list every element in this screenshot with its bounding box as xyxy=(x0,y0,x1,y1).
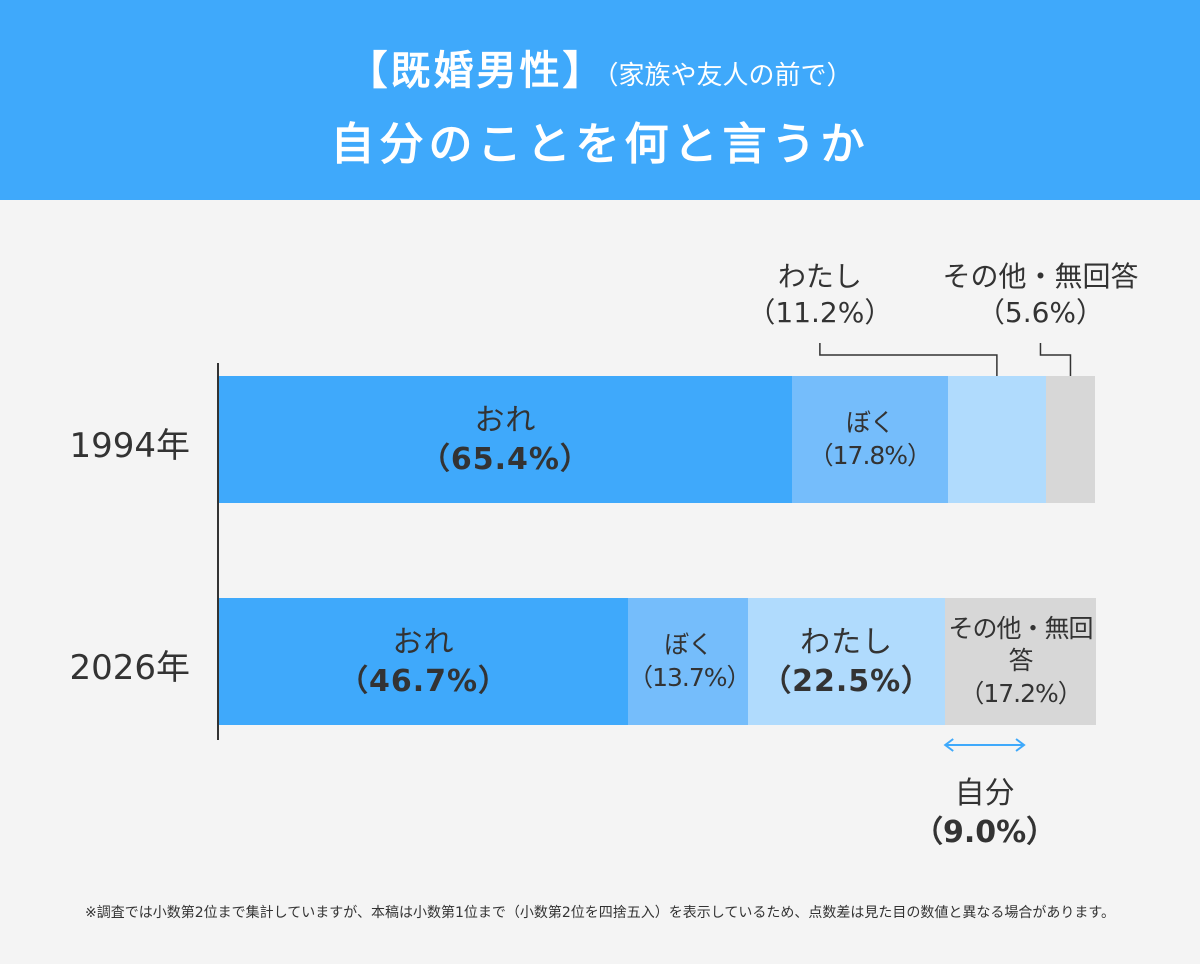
series-name: ぼく xyxy=(664,630,713,659)
leader-line xyxy=(1039,343,1072,376)
bar-segment xyxy=(947,376,1046,503)
segment-label: その他・無回答 （17.2%） xyxy=(945,598,1096,725)
annotation-value: （9.0%） xyxy=(913,815,1057,850)
annotation: 自分 （9.0%） xyxy=(885,768,1085,858)
series-name: わたし xyxy=(800,624,894,660)
segment-label: わたし （11.2%） xyxy=(700,250,940,340)
segment-label: ぼく （13.7%） xyxy=(628,598,751,725)
value-label: （46.7%） xyxy=(338,663,510,699)
title-prefix: 【既婚男性】 xyxy=(347,48,606,94)
bar-segment xyxy=(219,376,792,503)
series-name: わたし xyxy=(777,259,862,293)
bar-segment xyxy=(1045,376,1095,503)
arrow-head xyxy=(1015,738,1026,752)
series-name: その他・無回答 xyxy=(948,613,1094,676)
value-label: （17.8%） xyxy=(808,440,932,470)
bar-segment xyxy=(945,598,1096,725)
segment-label: おれ （46.7%） xyxy=(219,598,628,725)
chart-title: 自分のことを何と言うか xyxy=(330,119,870,170)
series-name: その他・無回答 xyxy=(942,259,1139,293)
value-label: （11.2%） xyxy=(747,296,893,329)
series-name: おれ xyxy=(474,402,537,438)
value-label: （22.5%） xyxy=(761,663,933,699)
annotation-text: 自分 xyxy=(954,776,1015,811)
category-label: 1994年 xyxy=(69,425,190,466)
bar-segment xyxy=(219,598,629,725)
footnote: ※調査では小数第2位まで集計していますが、本稿は小数第1位まで（小数第2位を四捨… xyxy=(85,905,1115,921)
value-label: （13.7%） xyxy=(628,662,751,692)
series-name: おれ xyxy=(392,624,455,660)
segment-label: わたし （22.5%） xyxy=(748,598,945,725)
bar-segment xyxy=(748,598,946,725)
value-label: （65.4%） xyxy=(419,441,591,477)
segment-label: おれ （65.4%） xyxy=(219,376,792,503)
header: 【既婚男性】（家族や友人の前で） 自分のことを何と言うか xyxy=(0,0,1200,200)
value-label: （5.6%） xyxy=(976,296,1105,329)
segment-label: その他・無回答 （5.6%） xyxy=(920,250,1160,340)
bar-segment xyxy=(628,598,749,725)
subtitle: （家族や友人の前で） xyxy=(605,61,853,91)
category-label: 2026年 xyxy=(69,647,190,688)
value-label: （17.2%） xyxy=(959,678,1082,708)
bar-segment xyxy=(791,376,948,503)
arrow-head xyxy=(943,738,954,752)
series-name: ぼく xyxy=(845,408,895,437)
leader-line xyxy=(819,343,998,376)
segment-label: ぼく （17.8%） xyxy=(792,376,948,503)
title-line: 【既婚男性】（家族や友人の前で） xyxy=(0,38,1200,96)
